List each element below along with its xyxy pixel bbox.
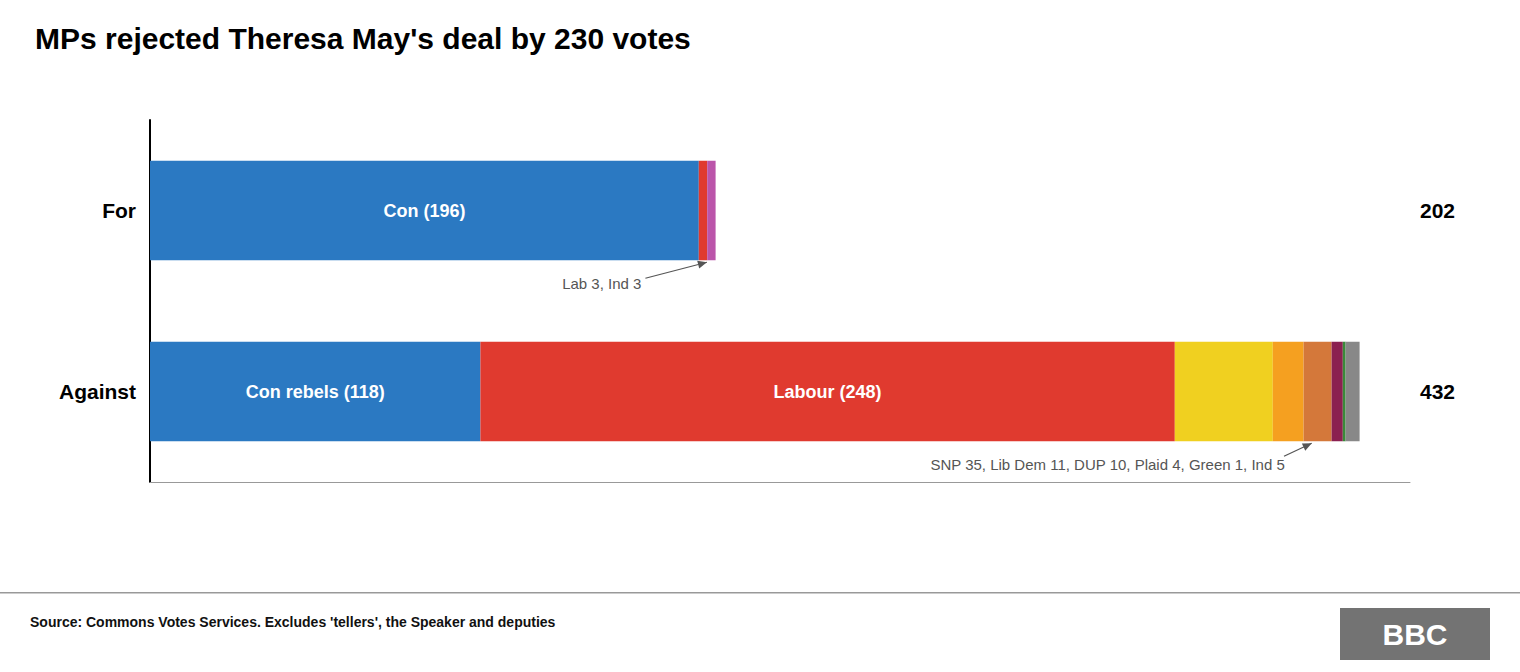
svg-text:202: 202 [1420, 199, 1455, 222]
svg-text:Against: Against [59, 380, 136, 403]
svg-text:Con (196): Con (196) [383, 201, 465, 221]
svg-text:Con rebels (118): Con rebels (118) [246, 382, 385, 402]
svg-text:SNP 35, Lib Dem 11, DUP 10, Pl: SNP 35, Lib Dem 11, DUP 10, Plaid 4, Gre… [930, 456, 1284, 473]
svg-text:Source: Commons Votes Services: Source: Commons Votes Services. Excludes… [30, 614, 556, 630]
svg-text:For: For [102, 199, 136, 222]
svg-text:Labour (248): Labour (248) [774, 382, 882, 402]
svg-text:BBC: BBC [1383, 618, 1448, 651]
svg-text:Lab 3, Ind 3: Lab 3, Ind 3 [562, 275, 641, 292]
svg-text:MPs rejected Theresa May's dea: MPs rejected Theresa May's deal by 230 v… [35, 22, 691, 55]
svg-text:432: 432 [1420, 380, 1455, 403]
